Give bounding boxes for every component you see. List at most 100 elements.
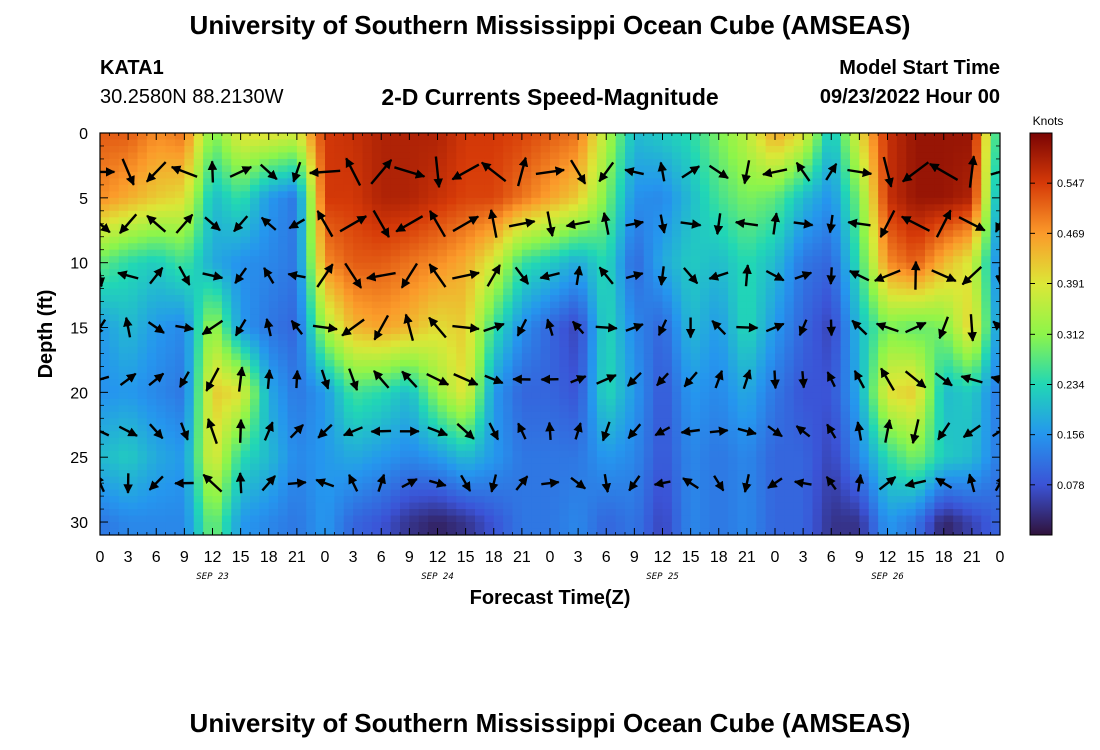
heatmap-cell: [353, 197, 364, 205]
heatmap-cell: [559, 236, 570, 244]
heatmap-cell: [278, 139, 289, 147]
heatmap-cell: [990, 340, 1000, 348]
heatmap-cell: [165, 275, 176, 283]
heatmap-cell: [381, 444, 392, 452]
heatmap-cell: [259, 444, 270, 452]
heatmap-cell: [137, 308, 148, 316]
heatmap-cell: [325, 210, 335, 218]
heatmap-cell: [906, 210, 917, 218]
heatmap-cell: [737, 301, 748, 309]
heatmap-cell: [175, 204, 185, 212]
heatmap-cell: [812, 431, 823, 439]
heatmap-cell: [868, 418, 879, 426]
heatmap-cell: [531, 197, 542, 205]
heatmap-cell: [681, 463, 692, 471]
heatmap-cell: [690, 204, 701, 212]
heatmap-cell: [437, 184, 448, 192]
heatmap-cell: [643, 340, 654, 348]
heatmap-cell: [812, 444, 823, 452]
heatmap-cell: [784, 392, 795, 400]
heatmap-cell: [287, 184, 298, 192]
heatmap-cell: [615, 236, 626, 244]
heatmap-cell: [203, 133, 214, 141]
heatmap-cell: [259, 282, 270, 290]
heatmap-cell: [812, 372, 823, 380]
heatmap-cell: [906, 346, 917, 355]
heatmap-cell: [118, 282, 129, 290]
heatmap-cell: [109, 256, 120, 264]
heatmap-cell: [784, 165, 795, 173]
heatmap-cell: [231, 217, 242, 225]
heatmap-cell: [446, 359, 457, 368]
heatmap-cell: [906, 418, 917, 426]
heatmap-cell: [428, 463, 439, 471]
heatmap-cell: [812, 340, 823, 348]
heatmap-cell: [193, 133, 204, 141]
heatmap-cell: [784, 379, 795, 387]
heatmap-cell: [146, 372, 157, 380]
heatmap-cell: [109, 230, 120, 238]
heatmap-cell: [850, 411, 860, 419]
heatmap-cell: [943, 431, 954, 439]
heatmap-cell: [137, 269, 148, 277]
heatmap-cell: [953, 340, 964, 348]
heatmap-cell: [812, 385, 823, 393]
heatmap-cell: [437, 249, 448, 257]
heatmap-cell: [231, 178, 242, 186]
heatmap-cell: [953, 398, 964, 406]
heatmap-cell: [315, 463, 326, 471]
heatmap-cell: [353, 450, 364, 458]
heatmap-cell: [793, 385, 804, 393]
heatmap-cell: [962, 346, 973, 355]
heatmap-cell: [240, 269, 251, 277]
heatmap-cell: [943, 295, 954, 303]
heatmap-cell: [465, 366, 476, 374]
heatmap-cell: [381, 346, 392, 355]
heatmap-cell: [643, 418, 654, 426]
heatmap-cell: [296, 463, 307, 471]
heatmap-cell: [793, 191, 804, 199]
heatmap-cell: [896, 437, 907, 445]
heatmap-cell: [643, 411, 654, 419]
heatmap-cell: [596, 457, 607, 465]
heatmap-cell: [493, 204, 504, 212]
heatmap-cell: [418, 379, 429, 387]
heatmap-cell: [203, 463, 214, 471]
heatmap-cell: [962, 158, 973, 167]
heatmap-cell: [812, 463, 823, 471]
heatmap-cell: [596, 249, 607, 257]
heatmap-cell: [634, 405, 645, 413]
heatmap-cell: [503, 392, 514, 400]
heatmap-cell: [493, 444, 504, 452]
heatmap-cell: [756, 301, 767, 309]
heatmap-cell: [821, 346, 832, 355]
heatmap-cell: [278, 178, 289, 186]
heatmap-cell: [756, 372, 767, 380]
heatmap-cell: [934, 340, 945, 348]
heatmap-cell: [165, 327, 176, 335]
heatmap-cell: [493, 359, 504, 368]
heatmap-cell: [812, 288, 823, 296]
heatmap-cell: [821, 145, 832, 154]
heatmap-cell: [634, 223, 645, 231]
heatmap-cell: [915, 262, 926, 270]
heatmap-cell: [531, 184, 542, 192]
heatmap-cell: [531, 139, 542, 147]
heatmap-cell: [737, 158, 748, 167]
heatmap-cell: [203, 178, 214, 186]
heatmap-cell: [109, 379, 120, 387]
heatmap-cell: [587, 197, 598, 205]
heatmap-cell: [643, 269, 654, 277]
heatmap-cell: [175, 197, 185, 205]
heatmap-cell: [784, 243, 795, 251]
heatmap-cell: [559, 308, 570, 316]
heatmap-cell: [671, 158, 682, 167]
heatmap-cell: [915, 204, 926, 212]
heatmap-cell: [568, 256, 579, 264]
heatmap-cell: [465, 405, 476, 413]
heatmap-cell: [906, 236, 917, 244]
heatmap-cell: [362, 178, 373, 186]
heatmap-cell: [540, 256, 551, 264]
heatmap-cell: [643, 457, 654, 465]
heatmap-cell: [578, 353, 589, 361]
